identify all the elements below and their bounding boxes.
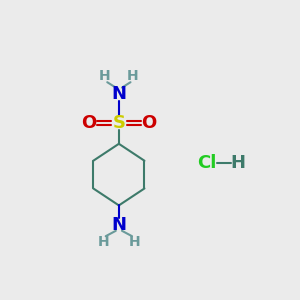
Text: S: S	[112, 114, 125, 132]
Text: H: H	[127, 69, 139, 83]
Text: H: H	[98, 236, 109, 249]
Text: O: O	[142, 114, 157, 132]
Text: N: N	[111, 85, 126, 103]
Text: H: H	[129, 236, 140, 249]
Text: Cl: Cl	[197, 154, 216, 172]
Text: O: O	[81, 114, 96, 132]
Text: N: N	[111, 216, 126, 234]
Text: H: H	[99, 69, 111, 83]
Text: H: H	[230, 154, 245, 172]
